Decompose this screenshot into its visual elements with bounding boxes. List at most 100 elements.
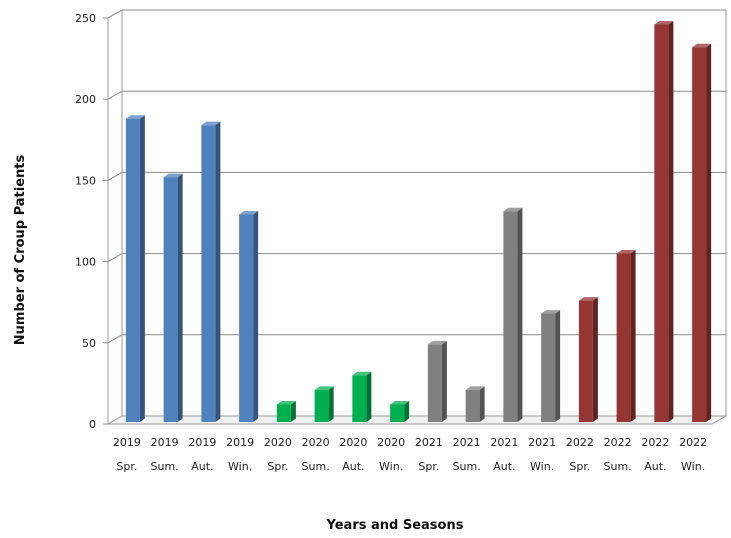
gridlines xyxy=(107,9,726,344)
bar-side xyxy=(668,20,674,422)
x-tick-year-label: 2020 xyxy=(302,436,330,449)
gridline xyxy=(107,334,726,344)
y-tick-label: 250 xyxy=(75,12,96,25)
x-tick-season-label: Win. xyxy=(681,460,705,473)
x-tick-season-label: Win. xyxy=(379,460,403,473)
x-tick-year-label: 2022 xyxy=(641,436,669,449)
bar-side xyxy=(592,297,598,422)
bar-top xyxy=(578,297,598,301)
bar-top xyxy=(616,249,636,254)
bar-front xyxy=(314,389,329,422)
y-axis-ticks: 0 50 100 150 200 250 xyxy=(75,12,108,431)
bar-front xyxy=(163,177,178,422)
x-tick-year-label: 2021 xyxy=(528,436,556,449)
bar xyxy=(276,401,296,422)
bar-side xyxy=(630,249,636,422)
bar-top xyxy=(390,401,410,405)
x-tick-season-label: Aut. xyxy=(493,460,515,473)
bar-front xyxy=(276,404,291,422)
bar-side xyxy=(290,401,296,422)
x-axis-title: Years and Seasons xyxy=(326,518,464,533)
bar-front xyxy=(390,404,405,422)
y-tick-label: 100 xyxy=(75,256,96,269)
x-tick-year-label: 2020 xyxy=(264,436,292,449)
x-tick-year-label: 2019 xyxy=(151,436,179,449)
bar xyxy=(352,371,372,422)
bar xyxy=(314,386,334,422)
x-tick-season-label: Spr. xyxy=(569,460,590,473)
bar-side xyxy=(517,207,523,422)
bar xyxy=(465,386,485,422)
bar-top xyxy=(654,20,674,25)
x-tick-season-label: Sum. xyxy=(302,460,330,473)
x-tick-year-label: 2020 xyxy=(339,436,367,449)
x-tick-year-label: 2022 xyxy=(679,436,707,449)
bar xyxy=(541,310,561,422)
bar-side xyxy=(139,115,145,423)
bar xyxy=(125,115,145,423)
bar-side xyxy=(441,340,447,422)
bar-front xyxy=(427,344,442,422)
gridline xyxy=(107,9,726,19)
bar-side xyxy=(328,386,334,422)
floor xyxy=(106,415,728,425)
y-tick-label: 150 xyxy=(75,174,96,187)
x-tick-season-label: Aut. xyxy=(191,460,213,473)
bar xyxy=(201,121,221,423)
bar-top xyxy=(427,340,447,345)
bar-side xyxy=(366,371,372,422)
bar-front xyxy=(352,375,367,422)
gridline xyxy=(107,171,726,181)
bar-top xyxy=(314,386,334,390)
gridline xyxy=(107,253,726,263)
x-tick-season-label: Sum. xyxy=(151,460,179,473)
x-tick-season-label: Win. xyxy=(530,460,554,473)
bar-top xyxy=(352,371,372,376)
bar-top xyxy=(692,43,712,48)
bar-front xyxy=(125,118,140,423)
bar-top xyxy=(503,207,523,212)
bar-side xyxy=(555,310,561,422)
bar-side xyxy=(404,401,410,422)
y-tick-label: 200 xyxy=(75,93,96,106)
bar-side xyxy=(253,211,259,422)
gridline xyxy=(107,90,726,100)
bar-front xyxy=(201,125,216,423)
x-tick-season-label: Sum. xyxy=(604,460,632,473)
bar xyxy=(503,207,523,422)
plot-frame xyxy=(106,9,728,425)
x-tick-season-label: Spr. xyxy=(267,460,288,473)
bar-top xyxy=(163,173,183,178)
bar xyxy=(654,20,674,422)
bar-top xyxy=(541,310,561,314)
bar-front xyxy=(503,211,518,422)
bar-top xyxy=(125,115,145,119)
x-tick-year-label: 2019 xyxy=(188,436,216,449)
bar-top xyxy=(239,211,259,215)
x-tick-season-label: Aut. xyxy=(342,460,364,473)
y-tick-label: 0 xyxy=(89,418,96,431)
bar xyxy=(239,211,259,422)
y-axis-title: Number of Croup Patients xyxy=(13,155,28,346)
x-tick-year-label: 2020 xyxy=(377,436,405,449)
x-tick-year-label: 2022 xyxy=(604,436,632,449)
bars xyxy=(125,20,712,423)
y-tick-label: 50 xyxy=(82,337,96,350)
bar xyxy=(578,297,598,422)
x-tick-year-label: 2021 xyxy=(453,436,481,449)
bar-side xyxy=(215,121,221,423)
bar-side xyxy=(479,386,485,422)
x-tick-year-label: 2022 xyxy=(566,436,594,449)
bar-front xyxy=(541,313,556,422)
x-tick-season-label: Spr. xyxy=(418,460,439,473)
x-tick-season-label: Sum. xyxy=(453,460,481,473)
bar-top xyxy=(201,121,221,126)
bar xyxy=(390,401,410,422)
x-tick-season-label: Spr. xyxy=(116,460,137,473)
bar xyxy=(427,340,447,422)
x-tick-year-label: 2021 xyxy=(415,436,443,449)
bar-front xyxy=(692,47,707,423)
x-tick-season-label: Aut. xyxy=(644,460,666,473)
side-wall xyxy=(107,9,123,425)
